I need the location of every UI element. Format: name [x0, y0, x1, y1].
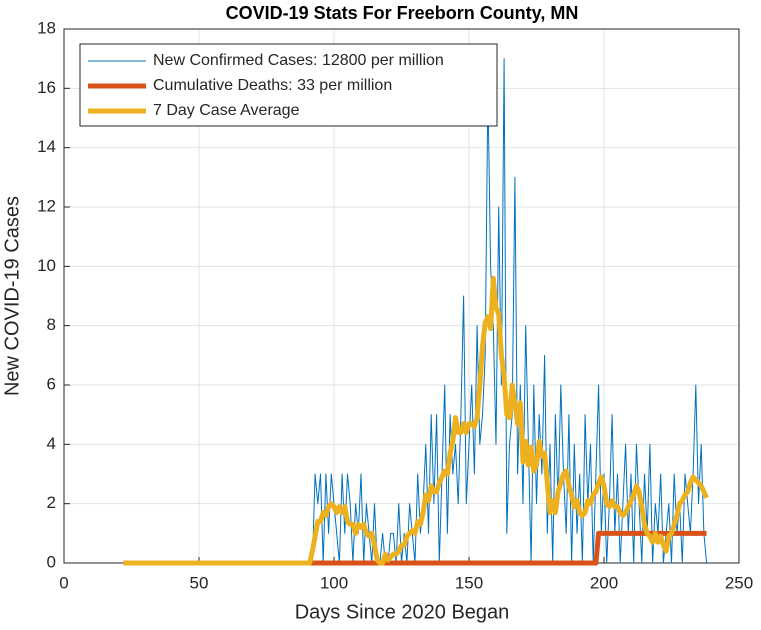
chart-title: COVID-19 Stats For Freeborn County, MN [226, 3, 579, 23]
x-tick-label: 0 [59, 573, 68, 592]
y-tick-label: 0 [47, 552, 56, 571]
y-tick-label: 12 [37, 196, 56, 215]
legend-label: 7 Day Case Average [153, 102, 300, 119]
legend-label: New Confirmed Cases: 12800 per million [153, 52, 444, 69]
y-axis-label: New COVID-19 Cases [1, 196, 23, 396]
x-tick-label: 250 [725, 573, 753, 592]
legend-box [79, 43, 498, 127]
y-tick-label: 10 [37, 256, 56, 275]
x-tick-label: 150 [455, 573, 483, 592]
y-tick-label: 16 [37, 78, 56, 97]
y-tick-label: 14 [37, 137, 56, 156]
y-tick-label: 18 [37, 18, 56, 37]
y-tick-label: 2 [47, 493, 56, 512]
x-tick-label: 200 [590, 573, 618, 592]
x-tick-label: 100 [320, 573, 348, 592]
series-line [123, 275, 709, 566]
x-tick-label: 50 [190, 573, 209, 592]
y-tick-label: 6 [47, 374, 56, 393]
y-tick-label: 8 [47, 315, 56, 334]
x-axis-label: Days Since 2020 Began [295, 601, 510, 623]
legend-label: Cumulative Deaths: 33 per million [153, 77, 392, 94]
y-tick-label: 4 [47, 434, 56, 453]
